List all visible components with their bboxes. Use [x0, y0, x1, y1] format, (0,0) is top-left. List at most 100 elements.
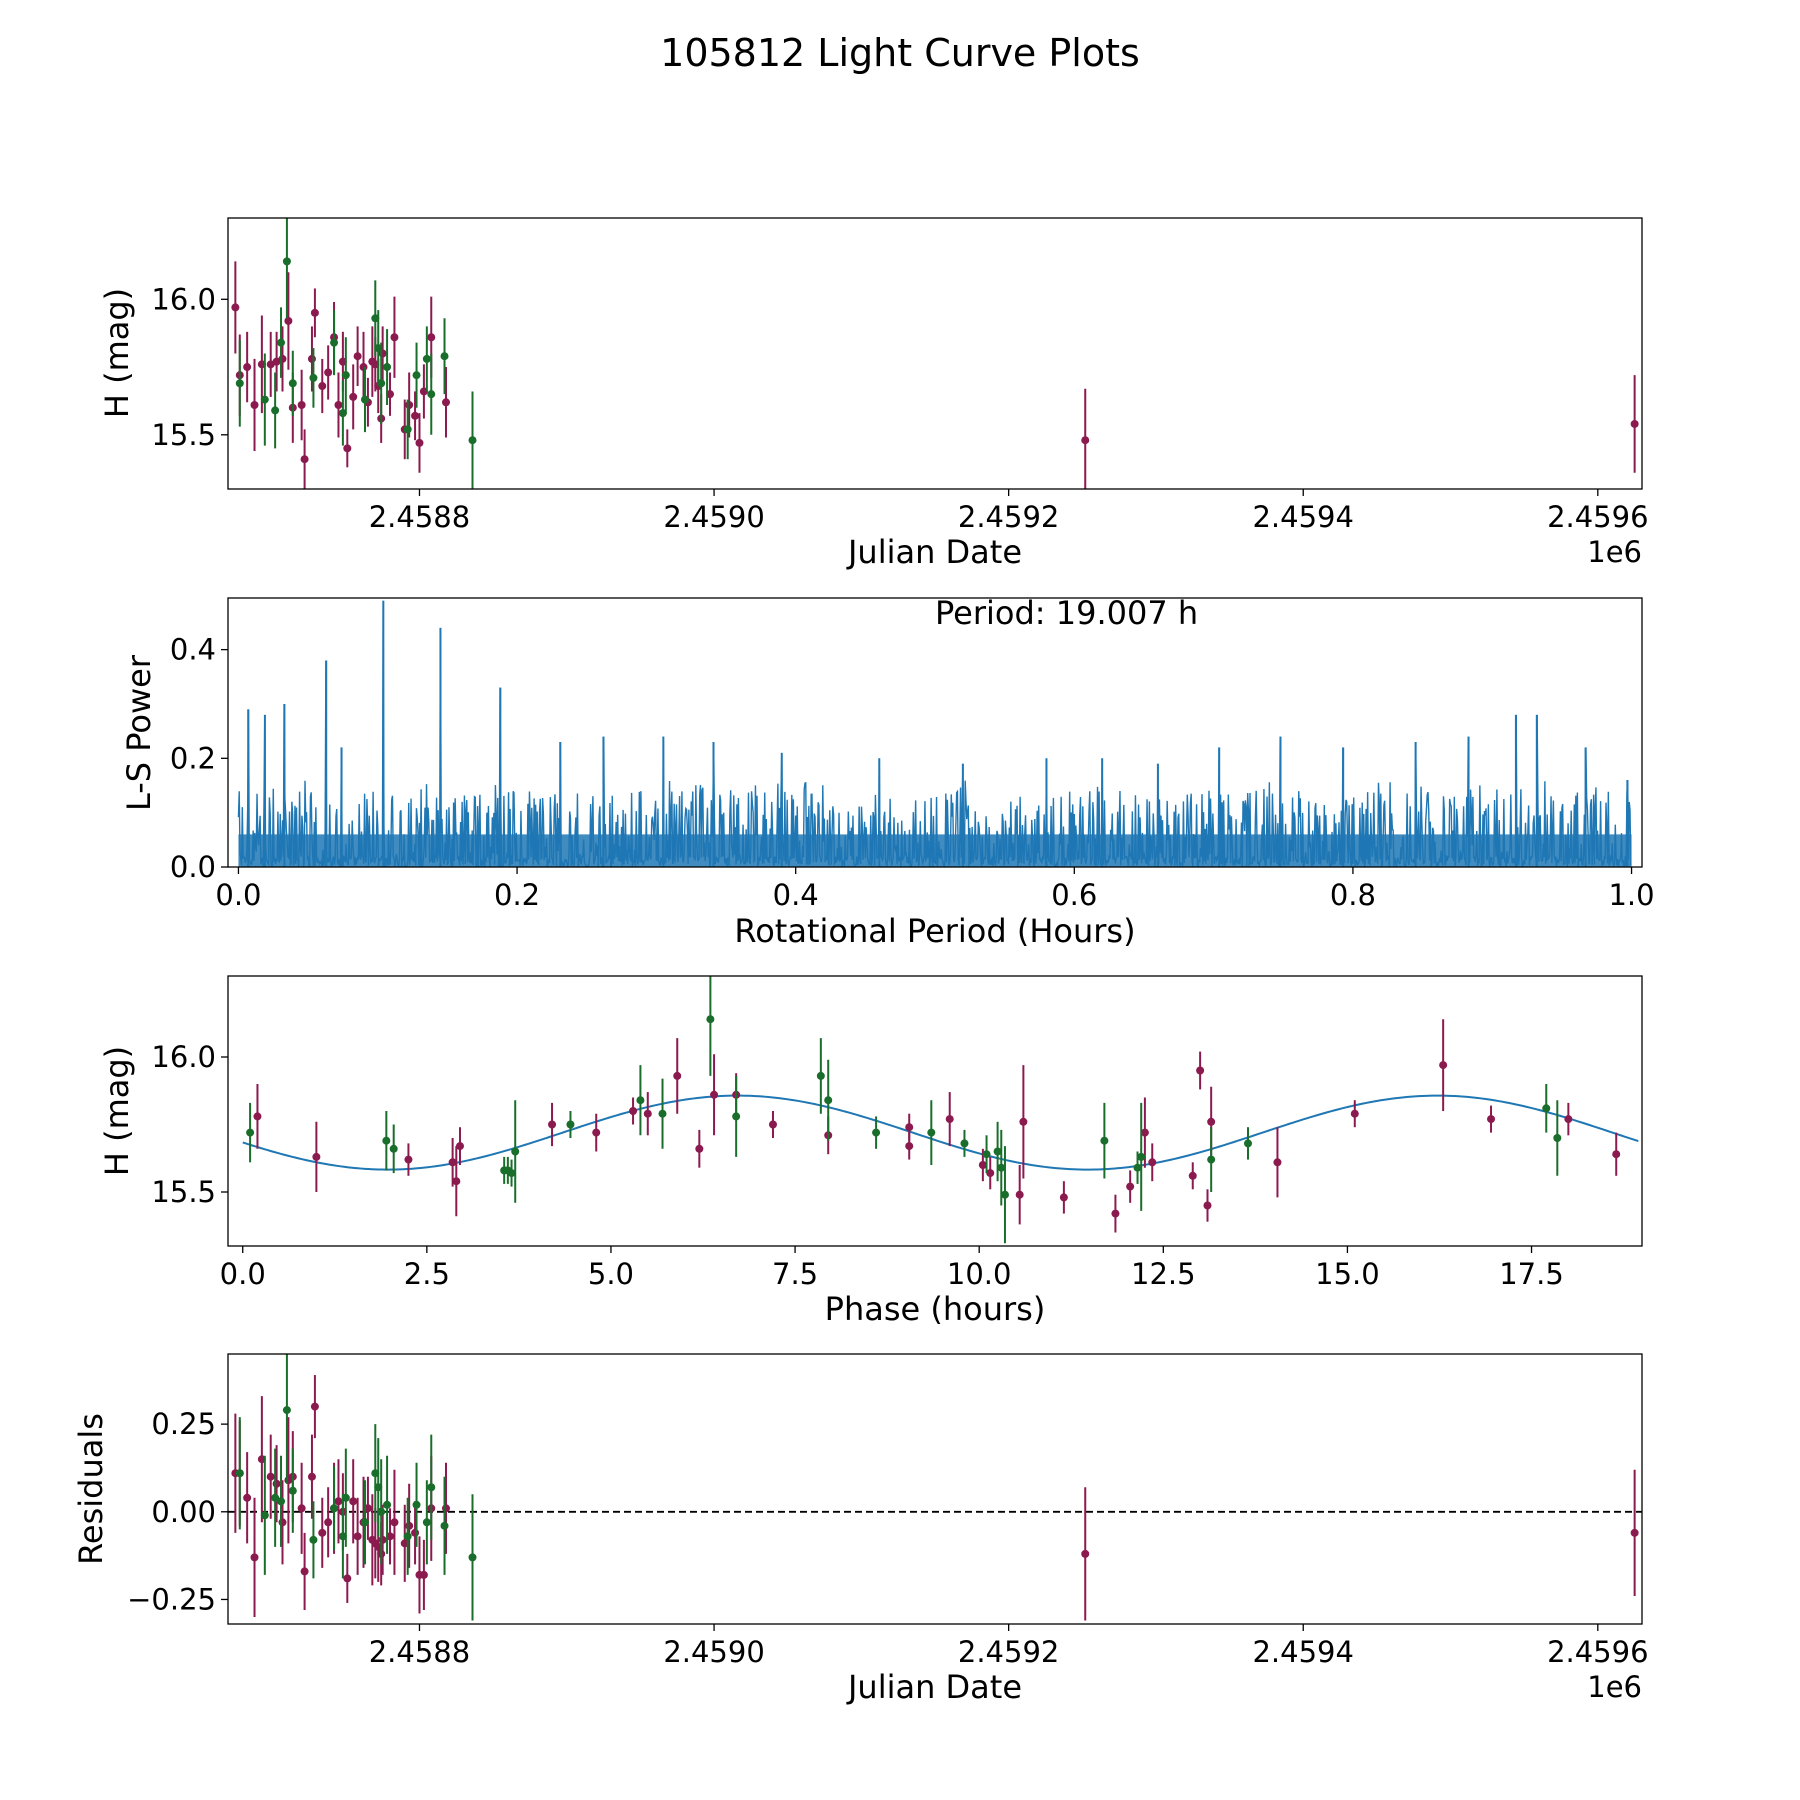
lightcurve-series-green	[235, 218, 477, 489]
lightcurve-data-point	[277, 338, 286, 347]
residuals-data-point	[419, 1570, 428, 1579]
residuals-ytick-label: −0.25	[127, 1582, 216, 1616]
phased-data-point	[1273, 1158, 1282, 1167]
residuals-data-point	[349, 1497, 358, 1506]
phased-data-point	[695, 1144, 704, 1153]
residuals-xtick-label: 2.4592	[958, 1635, 1059, 1669]
residuals-data-point	[405, 1521, 414, 1530]
residuals-data-point	[318, 1528, 327, 1537]
phased-xtick-label: 15.0	[1315, 1257, 1380, 1291]
residuals-data-point	[235, 1469, 244, 1478]
residuals-data-point	[360, 1518, 369, 1527]
lightcurve-data-point	[250, 400, 259, 409]
lightcurve-data-point	[411, 411, 420, 420]
phased-data-point	[1015, 1190, 1024, 1199]
lightcurve-data-point	[349, 392, 358, 401]
periodogram-plot-area	[237, 600, 1632, 867]
residuals-panel: 2.4588 2.4590 2.4592 2.4594 2.4596 −0.25 0.00 0…	[72, 1353, 1649, 1706]
phased-data-point	[1439, 1061, 1448, 1070]
residuals-ticks: 2.4588 2.4590 2.4592 2.4594 2.4596 −0.25 0.00 0…	[127, 1407, 1648, 1669]
residuals-data-point	[411, 1528, 420, 1537]
residuals-data-point	[277, 1497, 286, 1506]
lightcurve-data-point	[260, 395, 269, 404]
periodogram-power-band	[238, 834, 1632, 867]
phased-data-point	[1059, 1193, 1068, 1202]
residuals-data-point	[422, 1518, 431, 1527]
phased-series-green	[246, 976, 1562, 1244]
periodogram-ytick-label: 0.2	[170, 741, 216, 775]
phased-data-point	[1111, 1209, 1120, 1218]
residuals-data-point	[266, 1472, 275, 1481]
residuals-data-point	[334, 1497, 343, 1506]
phased-data-point	[382, 1136, 391, 1145]
lightcurve-data-point	[318, 382, 327, 391]
residuals-data-point	[1630, 1528, 1639, 1537]
phased-data-point	[706, 1015, 715, 1024]
phased-model-curve	[242, 1094, 1639, 1171]
phased-data-point	[986, 1169, 995, 1178]
lightcurve-data-point	[1081, 436, 1090, 445]
phased-data-point	[905, 1123, 914, 1132]
residuals-offset-label: 1e6	[1587, 1670, 1642, 1704]
residuals-data-point	[288, 1486, 297, 1495]
phased-data-point	[452, 1177, 461, 1186]
phased-data-point	[448, 1158, 457, 1167]
phased-data-point	[643, 1109, 652, 1118]
periodogram-ticks: 0.0 0.2 0.4 0.6 0.8 1.0 0.0 0.2 0.4	[170, 633, 1655, 912]
residuals-data-point	[412, 1500, 421, 1509]
residuals-data-point	[468, 1553, 477, 1562]
lightcurve-data-point	[334, 400, 343, 409]
residuals-data-point	[271, 1493, 280, 1502]
phased-data-point	[1542, 1104, 1551, 1113]
lightcurve-offset-label: 1e6	[1587, 535, 1642, 569]
phased-data-point	[566, 1120, 575, 1129]
residuals-xtick-label: 2.4590	[663, 1635, 764, 1669]
phased-data-point	[997, 1163, 1006, 1172]
residuals-data-point	[324, 1518, 333, 1527]
phased-frame	[227, 975, 1643, 1247]
periodogram-ytick-label: 0.0	[170, 850, 216, 884]
phased-data-point	[1350, 1109, 1359, 1118]
residuals-data-point	[300, 1567, 309, 1576]
lightcurve-data-point	[309, 373, 318, 382]
lightcurve-data-point	[278, 354, 287, 363]
phased-data-point	[945, 1115, 954, 1124]
lightcurve-data-point	[390, 333, 399, 342]
lightcurve-ytick-label: 15.5	[151, 418, 216, 452]
phased-data-point	[710, 1090, 719, 1099]
lightcurve-data-point	[307, 354, 316, 363]
residuals-xtick-label: 2.4594	[1252, 1635, 1353, 1669]
phased-data-point	[548, 1120, 557, 1129]
residuals-data-point	[243, 1493, 252, 1502]
residuals-data-point	[307, 1472, 316, 1481]
phased-data-point	[732, 1112, 741, 1121]
lightcurve-xtick-label: 2.4594	[1252, 500, 1353, 534]
lightcurve-data-point	[377, 379, 386, 388]
residuals-data-point	[309, 1535, 318, 1544]
periodogram-xlabel: Rotational Period (Hours)	[734, 912, 1135, 950]
phased-data-point	[872, 1128, 881, 1137]
lightcurve-ticks: 2.4588 2.4590 2.4592 2.4594 2.4596 15.5 16.0	[151, 282, 1648, 534]
phased-data-point	[1203, 1201, 1212, 1210]
residuals-data-point	[378, 1535, 387, 1544]
phased-ylabel: H (mag)	[98, 1046, 136, 1176]
residuals-xtick-label: 2.4596	[1547, 1635, 1648, 1669]
lightcurve-plot-area	[231, 218, 1639, 489]
residuals-data-point	[343, 1574, 352, 1583]
lightcurve-data-point	[1630, 419, 1639, 428]
lightcurve-data-point	[300, 455, 309, 464]
residuals-series-red	[231, 1375, 1639, 1621]
phased-data-point	[905, 1142, 914, 1151]
residuals-data-point	[297, 1504, 306, 1513]
lightcurve-data-point	[343, 444, 352, 453]
residuals-data-point	[383, 1500, 392, 1509]
lightcurve-xtick-label: 2.4588	[369, 500, 470, 534]
phased-data-point	[824, 1096, 833, 1105]
phased-data-point	[1137, 1152, 1146, 1161]
phased-xtick-label: 2.5	[404, 1257, 450, 1291]
phased-data-point	[982, 1150, 991, 1159]
phased-data-point	[1148, 1158, 1157, 1167]
phased-data-point	[246, 1128, 255, 1137]
lightcurve-data-point	[383, 363, 392, 372]
